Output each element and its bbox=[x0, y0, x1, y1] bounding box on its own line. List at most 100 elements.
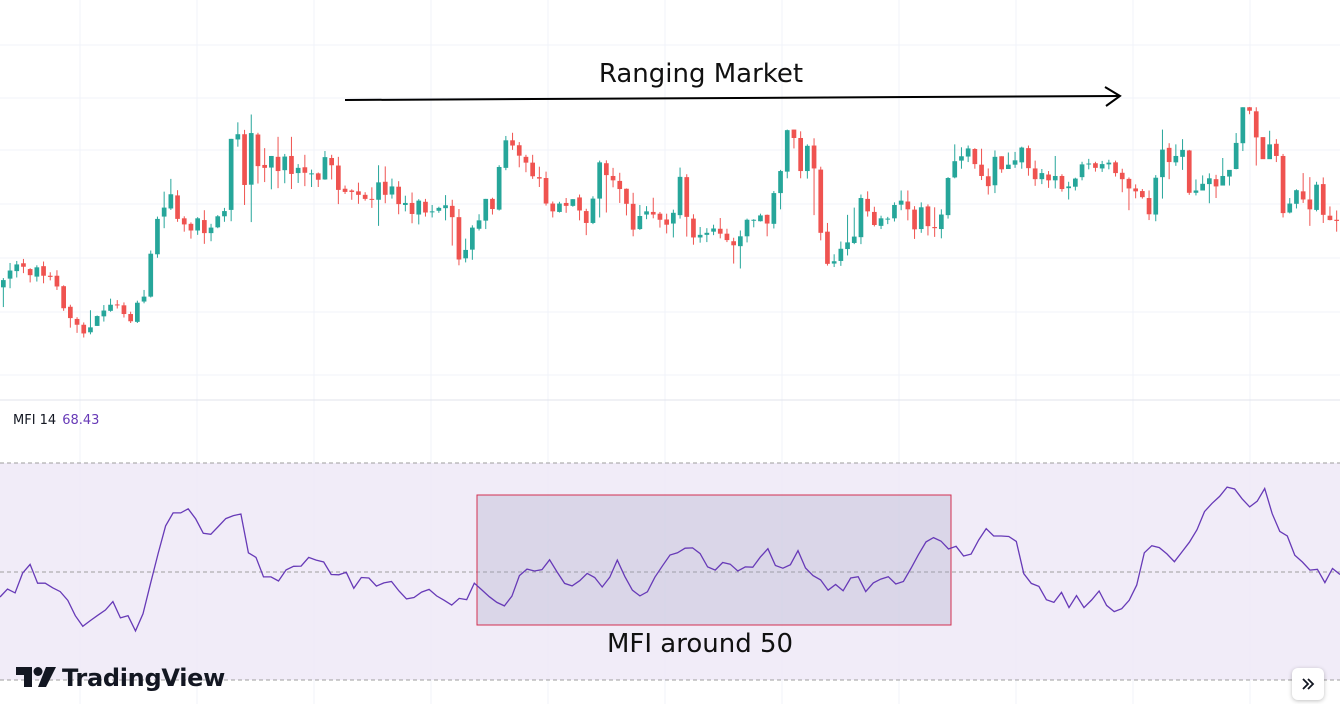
candle bbox=[1026, 145, 1031, 176]
candle-body bbox=[610, 175, 616, 181]
candle bbox=[1153, 175, 1159, 222]
candle bbox=[81, 322, 87, 338]
candle bbox=[1106, 159, 1112, 170]
candle-body bbox=[992, 156, 998, 186]
candle bbox=[1233, 133, 1239, 170]
candle-body bbox=[68, 306, 73, 319]
candle bbox=[932, 207, 937, 237]
candle-body bbox=[1093, 163, 1098, 168]
candle-body bbox=[865, 198, 870, 212]
candle bbox=[872, 206, 877, 227]
candle-body bbox=[537, 177, 542, 179]
candle-body bbox=[1099, 164, 1105, 169]
tradingview-logo[interactable]: TradingView bbox=[16, 664, 225, 692]
candle bbox=[47, 272, 53, 281]
candle-body bbox=[892, 204, 897, 219]
candle-body bbox=[697, 234, 703, 238]
candle bbox=[1180, 139, 1185, 170]
candle bbox=[21, 258, 26, 274]
candle-body bbox=[114, 304, 120, 306]
candle bbox=[610, 167, 616, 188]
candle-body bbox=[1200, 183, 1205, 191]
candle bbox=[94, 315, 100, 326]
candle bbox=[1173, 144, 1179, 166]
candle bbox=[1200, 175, 1205, 191]
candle-body bbox=[496, 166, 502, 210]
candle bbox=[818, 166, 824, 241]
candle-body bbox=[1153, 177, 1159, 215]
candle bbox=[289, 136, 294, 190]
candle bbox=[423, 198, 428, 217]
candle-body bbox=[624, 188, 629, 204]
candle-body bbox=[1106, 162, 1112, 165]
candle-body bbox=[423, 201, 428, 213]
mfi-around-50-label: MFI around 50 bbox=[607, 629, 793, 659]
candle-body bbox=[1133, 188, 1138, 192]
candle-body bbox=[88, 327, 93, 333]
candle bbox=[443, 195, 448, 221]
candle-body bbox=[838, 248, 844, 261]
candle bbox=[851, 207, 857, 245]
candle bbox=[878, 215, 884, 230]
candle-body bbox=[1180, 149, 1185, 157]
candle-body bbox=[1126, 178, 1132, 189]
candle bbox=[409, 192, 415, 224]
candle bbox=[704, 228, 710, 243]
candle-body bbox=[1300, 191, 1306, 200]
candle-body bbox=[1207, 178, 1212, 185]
candle-body bbox=[443, 205, 448, 209]
candle-body bbox=[456, 217, 462, 260]
candle bbox=[550, 201, 556, 218]
candle bbox=[624, 188, 629, 216]
candle-body bbox=[1026, 148, 1031, 169]
candle-body bbox=[449, 205, 455, 218]
candle bbox=[516, 142, 522, 168]
candle bbox=[1039, 169, 1045, 185]
candle-body bbox=[242, 134, 247, 185]
candle-body bbox=[1059, 175, 1065, 190]
candle-body bbox=[543, 178, 549, 204]
candle-body bbox=[436, 207, 442, 211]
candle bbox=[195, 217, 200, 235]
candle bbox=[329, 154, 334, 180]
candle bbox=[1006, 152, 1011, 170]
candle bbox=[121, 302, 127, 318]
candle bbox=[282, 153, 288, 184]
candle-body bbox=[684, 177, 690, 217]
candle bbox=[181, 216, 187, 232]
candle-body bbox=[141, 296, 147, 302]
candle-body bbox=[416, 200, 422, 215]
candle-body bbox=[1113, 162, 1118, 174]
candle bbox=[724, 228, 730, 243]
candle bbox=[805, 144, 810, 179]
candle-body bbox=[1166, 147, 1172, 163]
candle-body bbox=[1213, 179, 1219, 187]
candle-body bbox=[1012, 160, 1018, 165]
candle-body bbox=[309, 173, 314, 175]
candle-body bbox=[711, 228, 716, 232]
candle bbox=[778, 169, 783, 210]
candle-body bbox=[463, 249, 468, 259]
candle bbox=[295, 164, 301, 183]
candle-body bbox=[724, 233, 730, 241]
candle-body bbox=[1052, 175, 1058, 181]
candle bbox=[34, 265, 40, 282]
candle-body bbox=[563, 202, 569, 206]
candle bbox=[898, 190, 904, 211]
candle-body bbox=[1240, 107, 1246, 144]
double-chevron-right-icon bbox=[1302, 678, 1315, 690]
candle bbox=[825, 222, 830, 266]
candle-body bbox=[1019, 147, 1025, 163]
candle-body bbox=[1294, 190, 1299, 204]
candle bbox=[382, 166, 388, 204]
candle-body bbox=[1220, 175, 1226, 186]
scroll-to-realtime-button[interactable] bbox=[1292, 668, 1324, 700]
candle-body bbox=[168, 194, 174, 209]
candle-body bbox=[764, 214, 770, 224]
candle bbox=[644, 206, 649, 220]
candle bbox=[27, 268, 33, 283]
candle-body bbox=[1260, 137, 1266, 160]
candle bbox=[771, 191, 777, 229]
candle bbox=[865, 191, 870, 217]
candle-body bbox=[188, 223, 194, 231]
